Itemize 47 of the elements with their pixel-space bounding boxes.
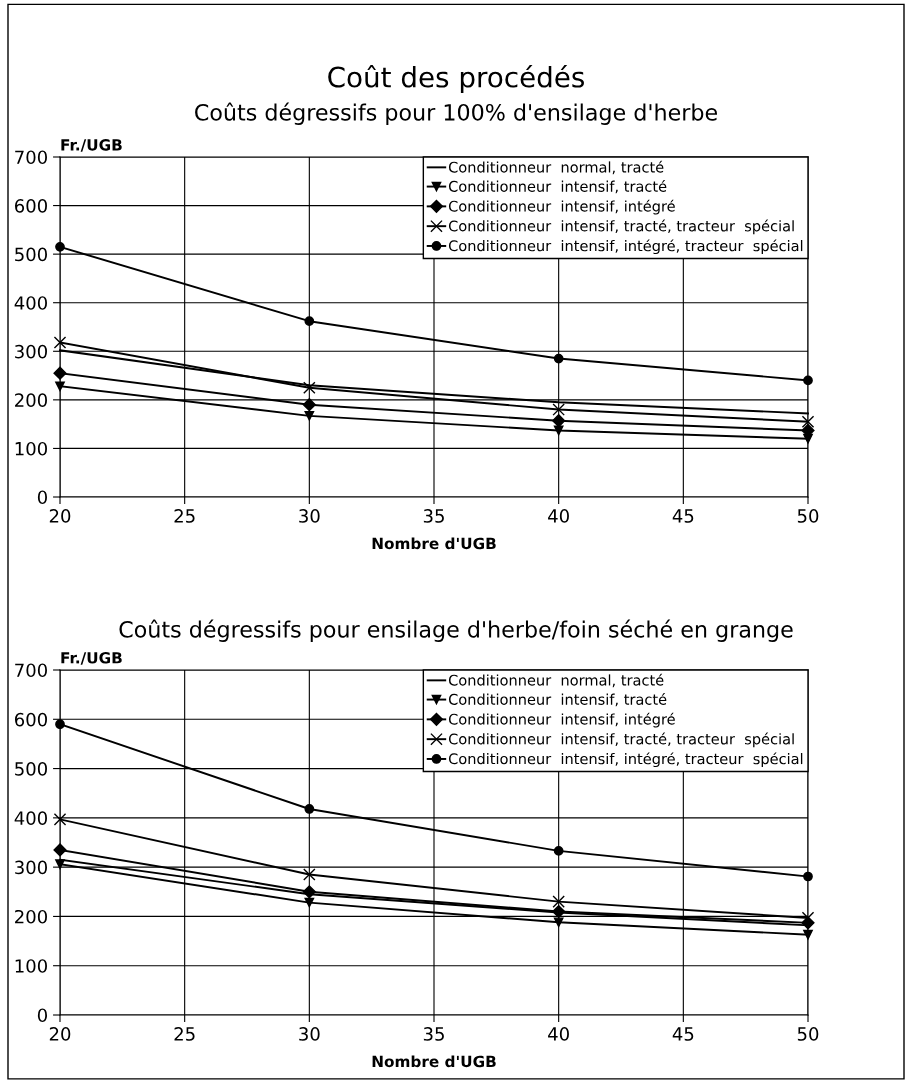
legend-label: Conditionneur intensif, tracté xyxy=(448,180,667,194)
y-tick-label: 0 xyxy=(37,490,47,505)
y-tick-label: 600 xyxy=(14,199,47,213)
chart-title: Coût des procédés xyxy=(328,65,584,93)
y-tick-label: 0 xyxy=(37,1008,47,1023)
x-tick-label: 30 xyxy=(299,1027,320,1041)
legend-label: Conditionneur intensif, tracté, tracteur spécial xyxy=(448,219,794,235)
legend-label: Conditionneur intensif, intégré xyxy=(448,712,675,728)
y-tick-label: 600 xyxy=(14,712,47,727)
y-tick-label: 300 xyxy=(15,344,47,359)
y-axis-title: Fr./UGB xyxy=(61,652,122,665)
x-tick-label: 30 xyxy=(299,509,320,523)
chart-title: Coûts dégressifs pour ensilage d'herbe/foin séché en grange xyxy=(119,619,793,642)
legend-label: Conditionneur intensif, intégré, tracteur spécial xyxy=(448,752,803,768)
y-tick-label: 200 xyxy=(15,909,47,924)
x-tick-label: 40 xyxy=(548,1027,569,1041)
y-tick-label: 300 xyxy=(15,860,47,875)
y-tick-label: 700 xyxy=(15,150,47,165)
legend-label: Conditionneur normal, tracté xyxy=(448,160,664,175)
y-tick-label: 100 xyxy=(15,441,47,456)
x-tick-label: 25 xyxy=(174,1027,195,1041)
x-tick-label: 25 xyxy=(174,509,195,523)
x-tick-label: 40 xyxy=(548,509,569,523)
x-tick-label: 35 xyxy=(423,1027,444,1041)
legend-label: Conditionneur intensif, tracté, tracteur spécial xyxy=(448,732,794,748)
y-tick-label: 400 xyxy=(14,296,47,310)
x-tick-label: 50 xyxy=(797,1027,819,1041)
x-tick-label: 20 xyxy=(49,509,71,523)
y-tick-label: 100 xyxy=(15,959,47,973)
x-tick-label: 45 xyxy=(672,509,694,523)
y-tick-label: 700 xyxy=(15,663,47,678)
x-axis-title: Nombre d'UGB xyxy=(372,1055,496,1068)
legend-label: Conditionneur intensif, intégré, tracteur spécial xyxy=(448,239,803,255)
y-tick-label: 200 xyxy=(15,393,47,407)
legend-label: Conditionneur intensif, tracté xyxy=(448,693,667,707)
x-tick-label: 50 xyxy=(797,509,819,523)
y-axis-title: Fr./UGB xyxy=(61,139,122,152)
chart-subtitle: Coûts dégressifs pour 100% d'ensilage d'herbe xyxy=(195,102,717,125)
x-tick-label: 45 xyxy=(672,1027,694,1041)
legend-label: Conditionneur normal, tracté xyxy=(448,673,664,688)
y-tick-label: 400 xyxy=(14,811,47,825)
x-tick-label: 20 xyxy=(49,1027,71,1041)
x-tick-label: 35 xyxy=(423,509,444,523)
y-tick-label: 500 xyxy=(15,762,47,776)
x-axis-title: Nombre d'UGB xyxy=(372,537,496,550)
y-tick-label: 500 xyxy=(15,247,47,262)
legend-label: Conditionneur intensif, intégré xyxy=(448,199,675,215)
